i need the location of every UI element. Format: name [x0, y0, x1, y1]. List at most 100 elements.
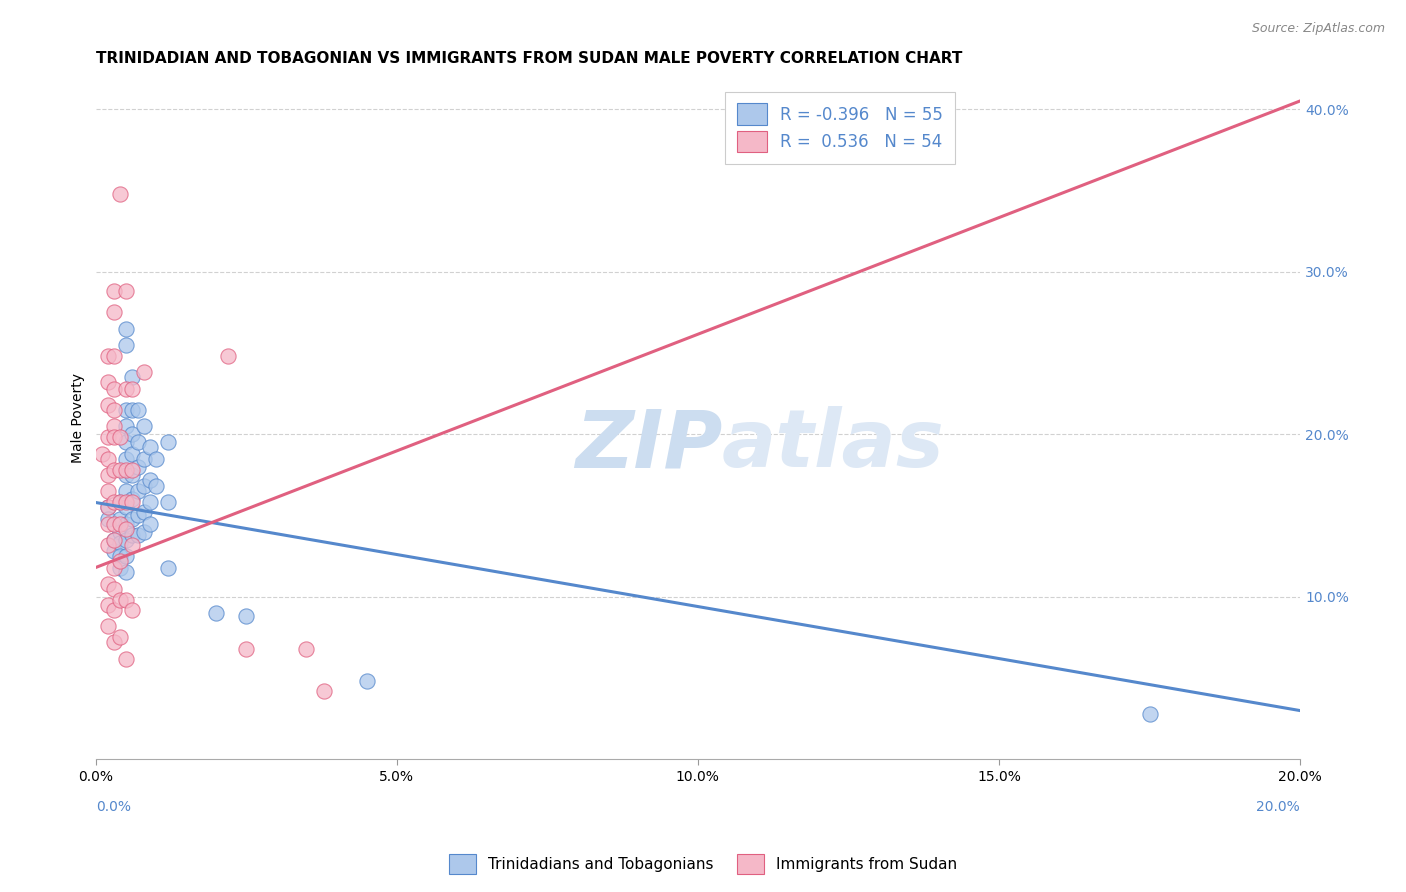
Point: [108, 536, 131, 550]
Point: [103, 603, 125, 617]
Point: [108, 549, 131, 563]
Point: [103, 544, 125, 558]
Point: [295, 641, 318, 656]
Point: [145, 451, 167, 466]
Point: [103, 495, 125, 509]
Point: [156, 560, 179, 574]
Point: [114, 495, 136, 509]
Point: [114, 321, 136, 335]
Point: [103, 516, 125, 531]
Point: [108, 463, 131, 477]
Point: [145, 479, 167, 493]
Point: [121, 370, 143, 384]
Point: [108, 430, 131, 444]
Point: [108, 631, 131, 645]
Point: [103, 560, 125, 574]
Point: [103, 402, 125, 417]
Text: ZIP: ZIP: [575, 406, 721, 484]
Point: [139, 495, 162, 509]
Point: [139, 516, 162, 531]
Point: [127, 402, 149, 417]
Point: [114, 402, 136, 417]
Point: [108, 512, 131, 526]
Point: [103, 635, 125, 649]
Point: [108, 495, 131, 509]
Point: [108, 516, 131, 531]
Point: [97, 467, 120, 482]
Point: [132, 451, 155, 466]
Point: [108, 524, 131, 539]
Point: [103, 533, 125, 547]
Point: [103, 463, 125, 477]
Point: [97, 484, 120, 499]
Point: [97, 398, 120, 412]
Point: [127, 484, 149, 499]
Point: [121, 512, 143, 526]
Point: [114, 382, 136, 396]
Point: [97, 619, 120, 633]
Point: [103, 305, 125, 319]
Point: [114, 484, 136, 499]
Point: [356, 674, 378, 689]
Point: [97, 375, 120, 389]
Point: [108, 593, 131, 607]
Point: [114, 463, 136, 477]
Y-axis label: Male Poverty: Male Poverty: [72, 373, 86, 463]
Text: 20.0%: 20.0%: [1257, 800, 1301, 814]
Point: [121, 427, 143, 442]
Point: [97, 500, 120, 515]
Point: [121, 402, 143, 417]
Point: [103, 430, 125, 444]
Point: [114, 467, 136, 482]
Point: [121, 603, 143, 617]
Text: atlas: atlas: [721, 406, 945, 484]
Point: [97, 430, 120, 444]
Point: [114, 419, 136, 434]
Point: [97, 598, 120, 612]
Point: [103, 349, 125, 363]
Point: [121, 492, 143, 507]
Point: [108, 554, 131, 568]
Legend: Trinidadians and Tobagonians, Immigrants from Sudan: Trinidadians and Tobagonians, Immigrants…: [443, 848, 963, 880]
Point: [97, 500, 120, 515]
Point: [114, 533, 136, 547]
Point: [114, 435, 136, 450]
Point: [114, 593, 136, 607]
Point: [114, 651, 136, 665]
Point: [132, 419, 155, 434]
Point: [97, 538, 120, 552]
Point: [1139, 706, 1161, 721]
Point: [108, 560, 131, 574]
Text: 0.0%: 0.0%: [96, 800, 131, 814]
Point: [132, 366, 155, 380]
Point: [235, 609, 257, 624]
Point: [132, 505, 155, 519]
Point: [205, 606, 228, 620]
Point: [139, 440, 162, 454]
Point: [114, 500, 136, 515]
Point: [127, 508, 149, 523]
Point: [314, 684, 336, 698]
Point: [114, 516, 136, 531]
Point: [156, 435, 179, 450]
Point: [97, 516, 120, 531]
Point: [90, 447, 112, 461]
Point: [103, 284, 125, 298]
Point: [103, 382, 125, 396]
Text: TRINIDADIAN AND TOBAGONIAN VS IMMIGRANTS FROM SUDAN MALE POVERTY CORRELATION CHA: TRINIDADIAN AND TOBAGONIAN VS IMMIGRANTS…: [96, 51, 962, 66]
Point: [103, 419, 125, 434]
Point: [127, 459, 149, 474]
Point: [235, 641, 257, 656]
Point: [121, 495, 143, 509]
Point: [156, 495, 179, 509]
Point: [114, 566, 136, 580]
Legend: R = -0.396   N = 55, R =  0.536   N = 54: R = -0.396 N = 55, R = 0.536 N = 54: [725, 92, 955, 164]
Point: [114, 284, 136, 298]
Point: [127, 435, 149, 450]
Point: [108, 186, 131, 201]
Point: [108, 495, 131, 509]
Point: [114, 451, 136, 466]
Point: [97, 512, 120, 526]
Point: [114, 521, 136, 535]
Point: [121, 463, 143, 477]
